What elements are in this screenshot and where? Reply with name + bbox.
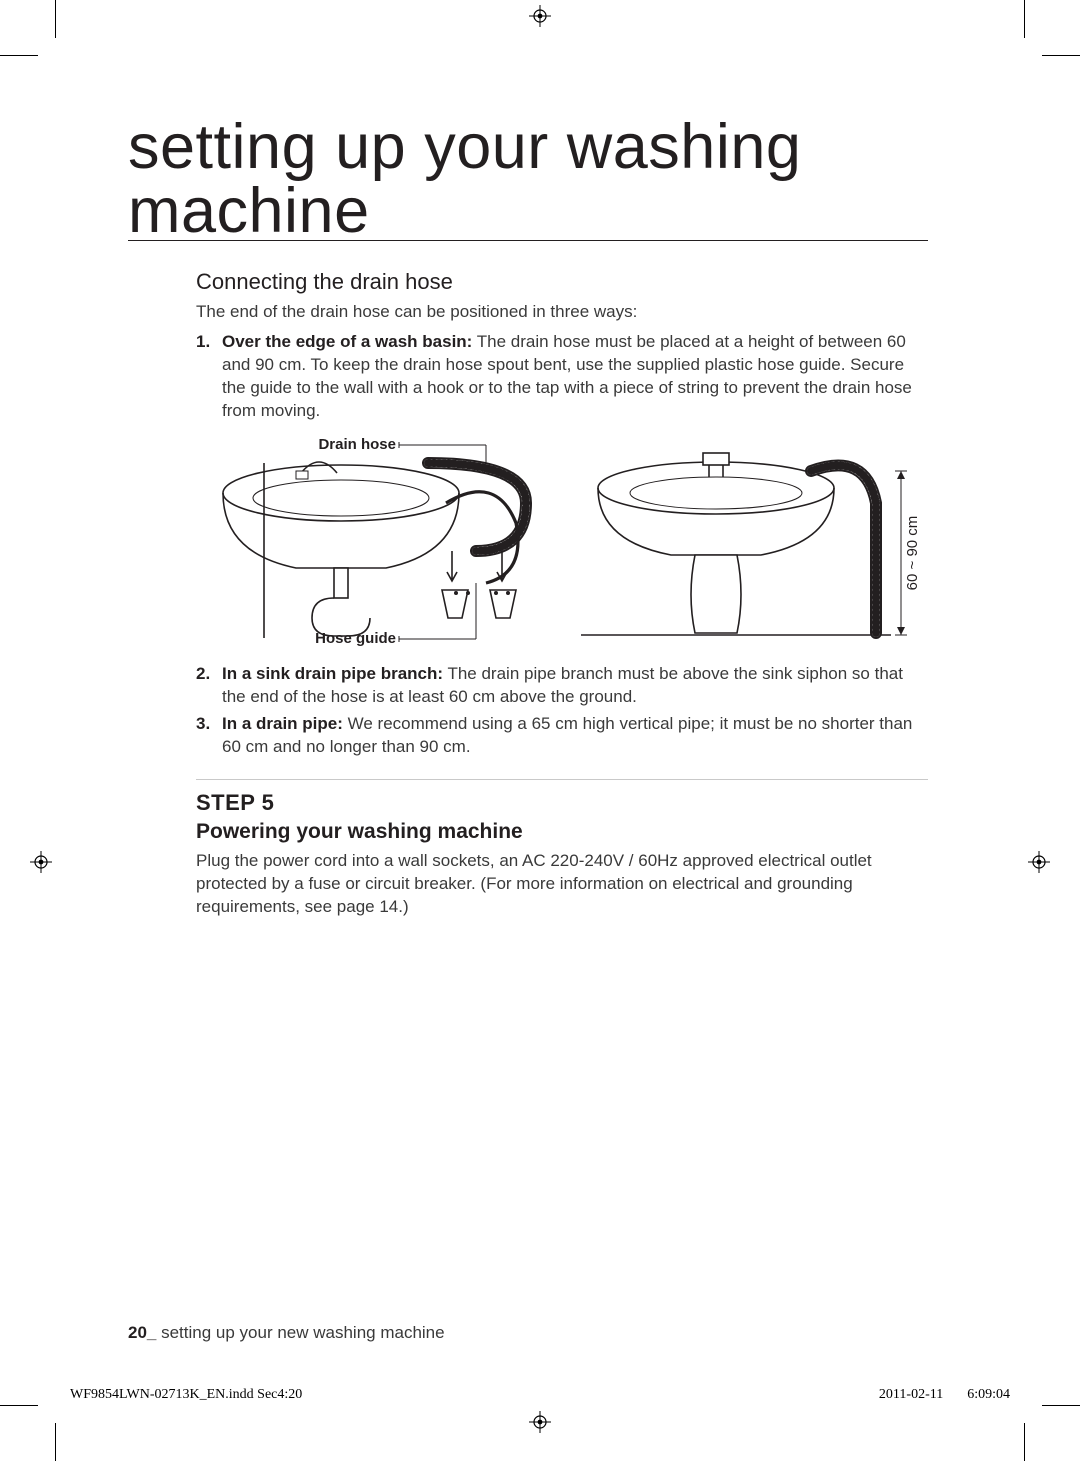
- list-number: 3.: [196, 713, 222, 759]
- registration-mark-icon: [529, 5, 551, 27]
- footer-text: setting up your new washing machine: [156, 1323, 444, 1342]
- page-title: setting up your washing machine: [128, 115, 928, 244]
- registration-mark-icon: [30, 851, 52, 873]
- crop-mark: [1042, 55, 1080, 56]
- crop-mark: [1042, 1405, 1080, 1406]
- list-bold: Over the edge of a wash basin:: [222, 332, 472, 351]
- page-footer: 20_ setting up your new washing machine: [128, 1323, 445, 1343]
- list-item: 3. In a drain pipe: We recommend using a…: [196, 713, 928, 759]
- section-heading: Connecting the drain hose: [196, 269, 928, 295]
- registration-mark-icon: [1028, 851, 1050, 873]
- list-item: 1. Over the edge of a wash basin: The dr…: [196, 331, 928, 423]
- crop-mark: [1024, 1423, 1025, 1461]
- list-item: 2. In a sink drain pipe branch: The drai…: [196, 663, 928, 709]
- step-text: Plug the power cord into a wall sockets,…: [196, 850, 928, 919]
- print-meta-date: 2011-02-11: [879, 1387, 943, 1402]
- crop-mark: [0, 55, 38, 56]
- crop-mark: [55, 1423, 56, 1461]
- svg-text:Hose guide: Hose guide: [315, 630, 396, 647]
- print-meta-time: 6:09:04: [967, 1387, 1010, 1402]
- list-bold: In a drain pipe:: [222, 714, 343, 733]
- print-meta-file: WF9854LWN-02713K_EN.indd Sec4:20: [70, 1387, 302, 1403]
- step-heading: Powering your washing machine: [196, 820, 928, 844]
- drain-hose-diagram: Drain hose Hose guide 60 ~ 90 cm: [196, 433, 928, 653]
- list-number: 2.: [196, 663, 222, 709]
- list-number: 1.: [196, 331, 222, 423]
- crop-mark: [0, 1405, 38, 1406]
- section-intro: The end of the drain hose can be positio…: [196, 301, 928, 324]
- section-divider: [196, 779, 928, 780]
- page-number: 20_: [128, 1323, 156, 1342]
- list-bold: In a sink drain pipe branch:: [222, 664, 443, 683]
- step-label: STEP 5: [196, 790, 928, 816]
- registration-mark-icon: [529, 1411, 551, 1433]
- svg-text:Drain hose: Drain hose: [318, 436, 396, 453]
- crop-mark: [1024, 0, 1025, 38]
- crop-mark: [55, 0, 56, 38]
- print-meta-datetime: 2011-02-11 6:09:04: [879, 1387, 1010, 1403]
- svg-text:60 ~ 90 cm: 60 ~ 90 cm: [904, 516, 921, 591]
